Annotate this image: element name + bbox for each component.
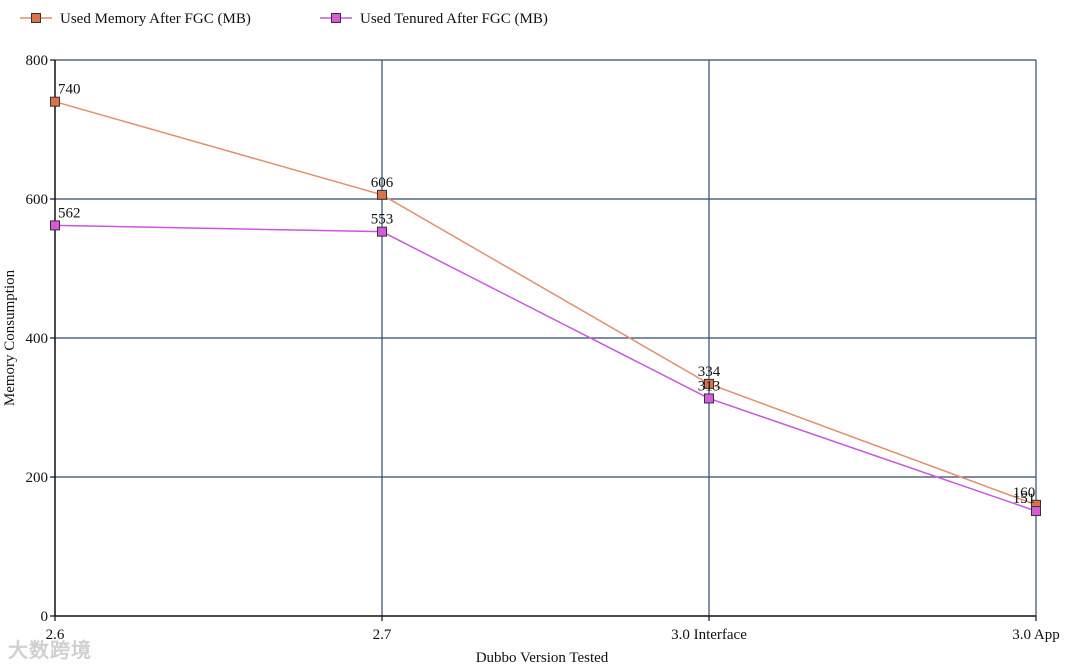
series-2-marker — [704, 393, 714, 404]
x-tick-label: 2.6 — [46, 627, 65, 643]
series-lines — [54, 100, 1037, 512]
legend-marker — [31, 13, 41, 23]
legend-item-1[interactable]: Used Memory After FGC (MB) — [20, 11, 251, 27]
data-labels: 740 606 334 160 562 553 313 151 — [58, 82, 1035, 507]
series-1-marker — [704, 378, 714, 389]
y-tick-label: 0 — [41, 609, 49, 625]
y-axis-title: Memory Consumption — [2, 269, 18, 406]
x-tick-label: 3.0 App — [1012, 627, 1060, 643]
series-1-marker — [377, 189, 387, 200]
series-markers — [50, 96, 1041, 517]
legend-label: Used Memory After FGC (MB) — [60, 11, 251, 27]
legend-marker — [331, 13, 341, 23]
x-axis-title: Dubbo Version Tested — [476, 650, 609, 666]
series-1-data-label: 606 — [371, 175, 394, 191]
series-1-data-label: 740 — [58, 82, 81, 98]
x-tick-label: 3.0 Interface — [671, 627, 747, 643]
series-2-marker — [50, 220, 60, 231]
series-2-marker — [377, 226, 387, 237]
y-tick-label: 400 — [26, 331, 49, 347]
series-line-2 — [54, 224, 1037, 512]
series-2-data-label: 313 — [698, 378, 721, 394]
y-tick-label: 800 — [26, 53, 49, 69]
series-2-marker — [1031, 506, 1041, 517]
x-tick-labels: 2.6 2.7 3.0 Interface 3.0 App — [46, 616, 1060, 643]
legend: Used Memory After FGC (MB) Used Tenured A… — [20, 11, 548, 27]
series-1-data-label: 160 — [1013, 485, 1036, 501]
legend-label: Used Tenured After FGC (MB) — [360, 11, 548, 27]
series-1-data-label: 334 — [698, 364, 721, 380]
series-1-marker — [50, 96, 60, 107]
legend-item-2[interactable]: Used Tenured After FGC (MB) — [320, 11, 548, 27]
x-tick-label: 2.7 — [373, 627, 392, 643]
series-2-data-label: 562 — [58, 205, 81, 221]
series-line-1 — [54, 100, 1037, 506]
grid-lines — [55, 59, 1037, 616]
y-tick-label: 600 — [26, 192, 49, 208]
series-2-data-label: 151 — [1013, 491, 1036, 507]
series-2-data-label: 553 — [371, 212, 394, 228]
y-tick-label: 200 — [26, 470, 49, 486]
y-tick-labels: 0 200 400 600 800 — [26, 53, 55, 625]
